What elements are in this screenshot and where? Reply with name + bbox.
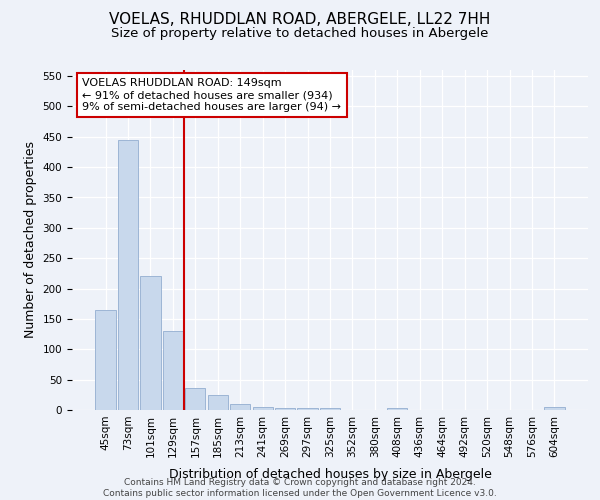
Bar — [298, 408, 317, 410]
Text: Size of property relative to detached houses in Abergele: Size of property relative to detached ho… — [112, 28, 488, 40]
Bar — [544, 407, 565, 410]
Text: Contains HM Land Registry data © Crown copyright and database right 2024.
Contai: Contains HM Land Registry data © Crown c… — [103, 478, 497, 498]
X-axis label: Distribution of detached houses by size in Abergele: Distribution of detached houses by size … — [169, 468, 491, 481]
Bar — [320, 408, 340, 410]
Text: VOELAS, RHUDDLAN ROAD, ABERGELE, LL22 7HH: VOELAS, RHUDDLAN ROAD, ABERGELE, LL22 7H… — [109, 12, 491, 28]
Bar — [163, 331, 183, 410]
Bar — [95, 310, 116, 410]
Bar — [140, 276, 161, 410]
Bar — [118, 140, 138, 410]
Bar — [387, 408, 407, 410]
Text: VOELAS RHUDDLAN ROAD: 149sqm
← 91% of detached houses are smaller (934)
9% of se: VOELAS RHUDDLAN ROAD: 149sqm ← 91% of de… — [82, 78, 341, 112]
Bar — [185, 388, 205, 410]
Y-axis label: Number of detached properties: Number of detached properties — [24, 142, 37, 338]
Bar — [253, 407, 273, 410]
Bar — [208, 395, 228, 410]
Bar — [275, 408, 295, 410]
Bar — [230, 404, 250, 410]
